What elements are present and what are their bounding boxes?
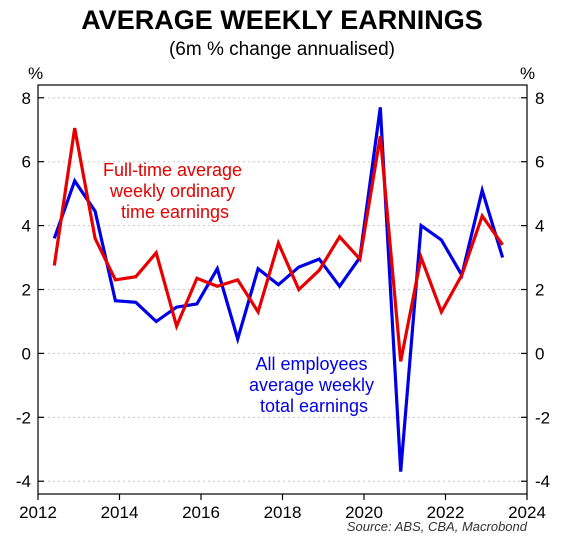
y-tick-label-right: -2 xyxy=(535,408,550,427)
series-label-all-employees-line-2: average weekly xyxy=(249,375,374,395)
series-label-full-time-line-2: weekly ordinary xyxy=(109,181,235,201)
y-tick-label-left: 0 xyxy=(22,344,31,363)
y-axis-unit-right: % xyxy=(520,64,535,83)
series-label-all-employees: All employees average weekly total earni… xyxy=(249,354,379,416)
series-label-full-time-line-3: time earnings xyxy=(121,202,229,222)
x-tick-label: 2024 xyxy=(508,503,546,522)
series-line-all-employees xyxy=(52,107,505,472)
y-tick-label-right: 6 xyxy=(535,153,544,172)
y-tick-label-left: 8 xyxy=(22,89,31,108)
chart-subtitle: (6m % change annualised) xyxy=(169,39,395,60)
x-tick-label: 2020 xyxy=(345,503,383,522)
x-tick-label: 2022 xyxy=(427,503,465,522)
series-label-all-employees-line-1: All employees xyxy=(255,354,367,374)
x-tick-label: 2012 xyxy=(19,503,57,522)
plot-frame xyxy=(37,84,528,495)
x-tick-label: 2018 xyxy=(264,503,302,522)
x-tick-label: 2014 xyxy=(101,503,139,522)
chart-title: AVERAGE WEEKLY EARNINGS xyxy=(81,5,483,35)
series-label-all-employees-line-3: total earnings xyxy=(260,396,368,416)
series-label-full-time-line-1: Full-time average xyxy=(103,160,242,180)
y-tick-label-right: 0 xyxy=(535,344,544,363)
y-tick-label-left: 2 xyxy=(22,281,31,300)
y-tick-label-right: 4 xyxy=(535,217,544,236)
y-tick-label-left: 4 xyxy=(22,217,31,236)
y-tick-label-right: 2 xyxy=(535,281,544,300)
y-tick-label-right: 8 xyxy=(535,89,544,108)
series-line-full-time xyxy=(52,127,504,362)
y-tick-label-left: 6 xyxy=(22,153,31,172)
series-layer xyxy=(52,107,505,472)
y-tick-label-left: -2 xyxy=(16,408,31,427)
series-label-full-time: Full-time average weekly ordinary time e… xyxy=(103,160,247,222)
grid-layer xyxy=(38,97,527,482)
y-tick-label-left: -4 xyxy=(16,472,31,491)
source-note: Source: ABS, CBA, Macrobond xyxy=(347,519,528,534)
x-tick-label: 2016 xyxy=(182,503,220,522)
y-tick-label-right: -4 xyxy=(535,472,550,491)
tick-layer: -4 -4 -2 -2 0 0 2 2 4 4 6 6 8 8 2012 2014 2016 2018 2020 20… xyxy=(16,89,550,522)
y-axis-unit-left: % xyxy=(28,64,43,83)
